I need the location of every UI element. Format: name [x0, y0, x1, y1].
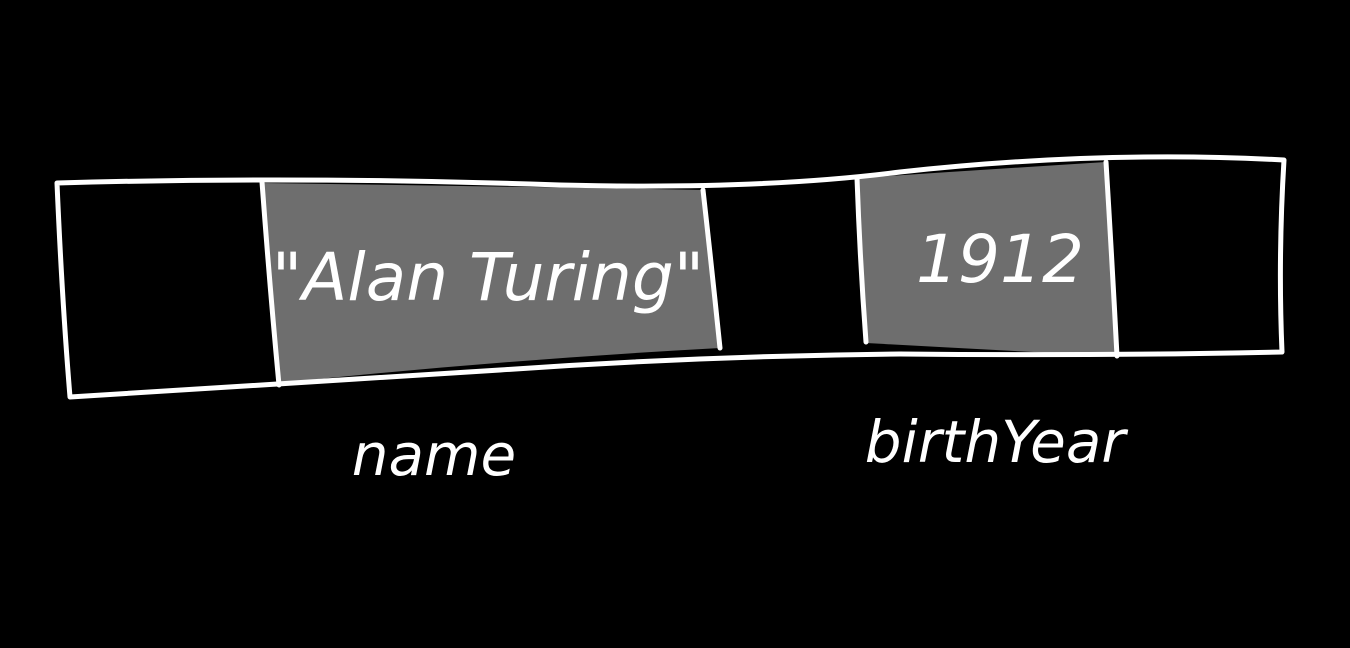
name-value: "Alan Turing": [272, 239, 704, 316]
birthyear-value: 1912: [916, 221, 1084, 298]
memory-strip-outline: [54, 154, 1287, 400]
divider-3: [854, 175, 869, 345]
name-cell-fill: [262, 183, 720, 383]
divider-1: [259, 179, 282, 388]
name-label: name: [352, 421, 516, 489]
divider-4: [1103, 159, 1120, 359]
birthyear-label: birthYear: [865, 408, 1129, 476]
birthyear-cell-fill: [858, 162, 1116, 356]
divider-2: [700, 187, 723, 351]
